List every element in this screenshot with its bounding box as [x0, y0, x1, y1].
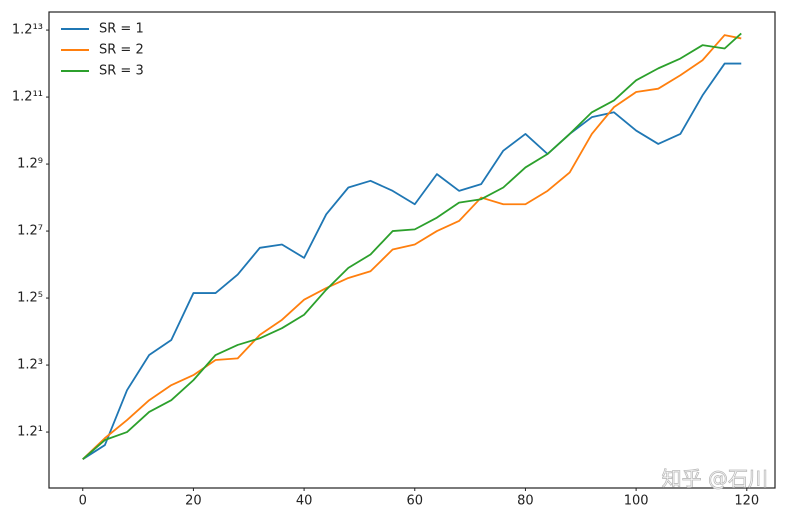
y-tick-label: 1.2¹¹	[12, 90, 43, 105]
x-tick-label: 120	[734, 494, 759, 509]
y-tick-label: 1.2¹³	[12, 23, 43, 38]
x-tick-label: 40	[296, 494, 313, 509]
series-line	[82, 62, 742, 460]
y-tick-label: 1.2⁷	[17, 224, 43, 239]
x-tick-label: 60	[406, 494, 423, 509]
legend-label: SR = 3	[99, 64, 144, 79]
series-line	[82, 34, 742, 460]
legend-label: SR = 2	[99, 43, 144, 58]
legend-label: SR = 1	[99, 22, 144, 37]
watermark: 知乎 @石川	[662, 467, 768, 491]
series-line	[82, 32, 742, 460]
x-tick-label: 80	[517, 494, 534, 509]
y-tick-label: 1.2¹	[17, 425, 43, 440]
y-tick-label: 1.2³	[17, 358, 43, 373]
x-tick-label: 20	[185, 494, 202, 509]
y-tick-label: 1.2⁵	[17, 291, 43, 306]
x-tick-label: 0	[79, 494, 87, 509]
x-tick-label: 100	[624, 494, 649, 509]
y-tick-label: 1.2⁹	[17, 157, 43, 172]
plot-frame	[48, 11, 776, 489]
